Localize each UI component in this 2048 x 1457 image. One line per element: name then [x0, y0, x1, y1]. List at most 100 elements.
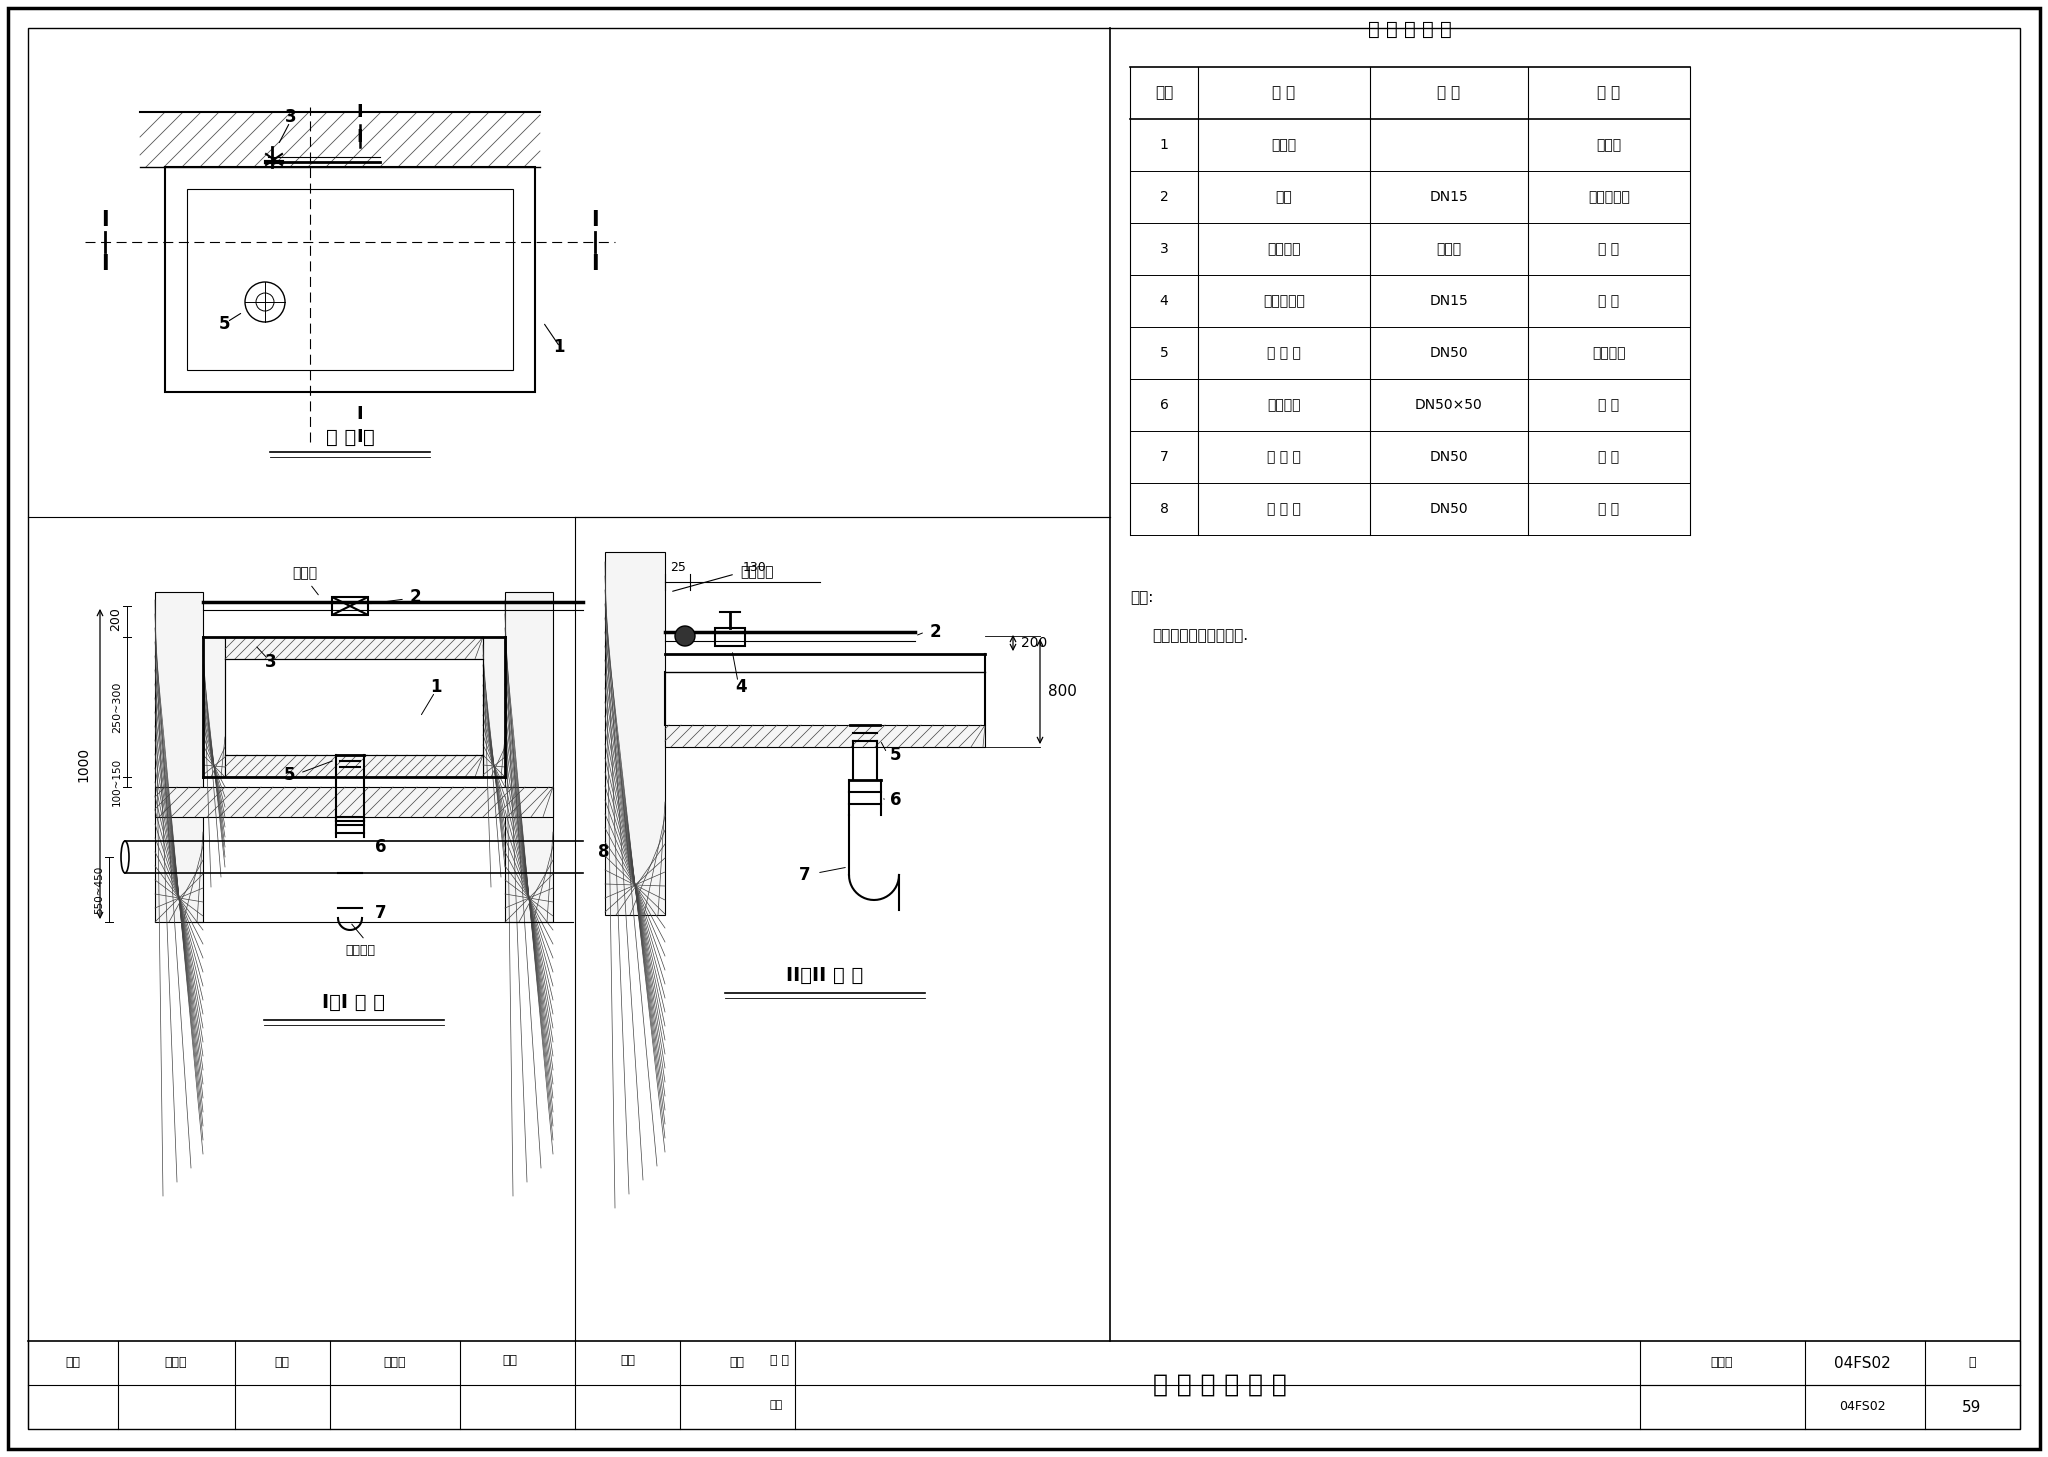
- Text: 镀 铁: 镀 铁: [1597, 503, 1620, 516]
- Text: 7: 7: [1159, 450, 1167, 463]
- Text: 1: 1: [1159, 138, 1169, 152]
- Bar: [186, 189, 512, 370]
- Text: 5: 5: [219, 315, 229, 334]
- Text: 页: 页: [1968, 1356, 1976, 1370]
- Text: DN50: DN50: [1430, 503, 1468, 516]
- Text: DN15: DN15: [1430, 294, 1468, 307]
- Text: 陶瓷片密封: 陶瓷片密封: [1587, 189, 1630, 204]
- Text: 镀 铁: 镀 铁: [1597, 242, 1620, 256]
- Text: 25: 25: [670, 561, 686, 574]
- Bar: [715, 628, 745, 645]
- Text: 杨春志: 杨春志: [383, 1356, 406, 1370]
- Text: 镀 铁: 镀 铁: [1597, 398, 1620, 412]
- Bar: [203, 637, 225, 777]
- Text: 5: 5: [891, 746, 901, 763]
- Text: 汪栋: 汪栋: [621, 1355, 635, 1368]
- Text: 内螺纹接头: 内螺纹接头: [1264, 294, 1305, 307]
- Text: 2: 2: [410, 589, 422, 606]
- Text: 材 料: 材 料: [1597, 86, 1620, 101]
- Text: DN50: DN50: [1430, 450, 1468, 463]
- Text: I: I: [356, 103, 362, 121]
- Text: I－I 剑 面: I－I 剑 面: [322, 992, 385, 1011]
- Text: 转换接头: 转换接头: [1268, 398, 1300, 412]
- Text: 异径三通: 异径三通: [1268, 242, 1300, 256]
- Text: 审核: 审核: [66, 1356, 80, 1370]
- Text: 仅絞: 仅絞: [770, 1400, 782, 1410]
- Text: 洗洤池: 洗洤池: [1272, 138, 1296, 152]
- Text: 7: 7: [375, 903, 387, 922]
- Text: 编号: 编号: [1155, 86, 1174, 101]
- Text: I: I: [592, 210, 598, 230]
- Text: 200: 200: [109, 608, 123, 631]
- Text: 名 称: 名 称: [1272, 86, 1296, 101]
- Text: 200: 200: [1022, 637, 1047, 650]
- Text: 铜或尼龙: 铜或尼龙: [1591, 345, 1626, 360]
- Text: 5: 5: [283, 766, 295, 784]
- Text: I: I: [356, 128, 362, 146]
- Bar: [604, 552, 666, 915]
- Text: 平 面 图: 平 面 图: [326, 427, 375, 446]
- Text: 3: 3: [285, 108, 297, 125]
- Text: 6: 6: [375, 838, 387, 857]
- Text: 存 水 弯: 存 水 弯: [1268, 450, 1300, 463]
- Text: 100~150: 100~150: [113, 758, 123, 806]
- Text: DN15: DN15: [1430, 189, 1468, 204]
- Bar: [156, 787, 553, 817]
- Text: 7: 7: [799, 865, 811, 884]
- Text: 许为民: 许为民: [164, 1356, 186, 1370]
- Circle shape: [676, 627, 694, 645]
- Text: 完成墙面: 完成墙面: [739, 565, 774, 578]
- Bar: [483, 637, 506, 777]
- Text: 排 水 栓: 排 水 栓: [1268, 345, 1300, 360]
- Text: 550~450: 550~450: [94, 865, 104, 914]
- Text: 校对: 校对: [274, 1356, 289, 1370]
- Text: I: I: [100, 254, 109, 274]
- Text: 规 格: 规 格: [1438, 86, 1460, 101]
- Text: DN50×50: DN50×50: [1415, 398, 1483, 412]
- Text: II－II 剑 面: II－II 剑 面: [786, 966, 864, 985]
- Text: 龙头: 龙头: [1276, 189, 1292, 204]
- Text: 1: 1: [553, 338, 565, 356]
- Text: 5: 5: [1159, 345, 1167, 360]
- Text: 设计: 设计: [729, 1356, 745, 1370]
- Text: 任 放: 任 放: [770, 1355, 788, 1368]
- Bar: [166, 168, 535, 392]
- Text: 1: 1: [430, 678, 442, 696]
- Text: 59: 59: [1962, 1400, 1982, 1415]
- Text: 说明:: 说明:: [1130, 590, 1153, 605]
- Text: 04FS02: 04FS02: [1833, 1355, 1890, 1371]
- Bar: [225, 637, 483, 659]
- Text: I: I: [356, 405, 362, 423]
- Text: 镀 铁: 镀 铁: [1597, 294, 1620, 307]
- Text: 洗洤池的做法见土建图.: 洗洤池的做法见土建图.: [1151, 628, 1247, 643]
- Text: 2: 2: [1159, 189, 1167, 204]
- Text: 镀 铁: 镀 铁: [1597, 450, 1620, 463]
- Text: 主 要 材 料 表: 主 要 材 料 表: [1368, 19, 1452, 38]
- Text: I: I: [356, 428, 362, 446]
- Text: 8: 8: [1159, 503, 1169, 516]
- Text: 3: 3: [1159, 242, 1167, 256]
- Text: 冷水管: 冷水管: [293, 565, 317, 580]
- Text: 水磨石: 水磨石: [1597, 138, 1622, 152]
- Bar: [156, 592, 203, 922]
- Text: 800: 800: [1049, 683, 1077, 699]
- Text: 250~300: 250~300: [113, 682, 123, 733]
- Text: 3: 3: [264, 653, 276, 672]
- Text: I: I: [100, 210, 109, 230]
- Text: 排 水 管: 排 水 管: [1268, 503, 1300, 516]
- Text: 04FS02: 04FS02: [1839, 1400, 1886, 1413]
- Bar: [225, 755, 483, 777]
- Text: 4: 4: [1159, 294, 1167, 307]
- Text: 130: 130: [743, 561, 766, 574]
- Text: 2: 2: [930, 624, 942, 641]
- Text: 6: 6: [891, 791, 901, 809]
- Bar: [666, 726, 985, 747]
- Text: 按设计: 按设计: [1436, 242, 1462, 256]
- Text: 1000: 1000: [76, 746, 90, 781]
- Text: 4: 4: [735, 678, 748, 696]
- Text: 洗 洤 池 安 装 图: 洗 洤 池 安 装 图: [1153, 1372, 1286, 1397]
- Bar: [332, 597, 369, 615]
- Text: 完成地面: 完成地面: [344, 944, 375, 957]
- Text: 8: 8: [598, 844, 610, 861]
- Text: DN50: DN50: [1430, 345, 1468, 360]
